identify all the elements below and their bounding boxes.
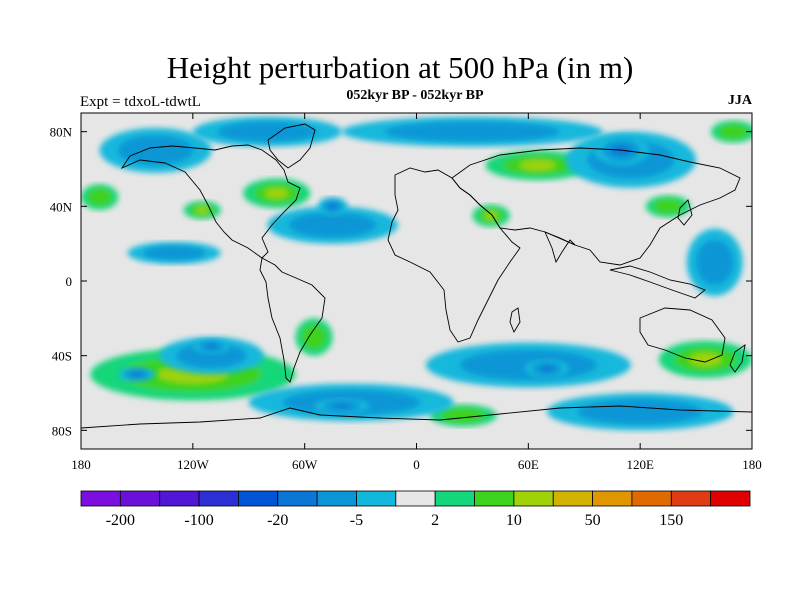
anomaly-high xyxy=(472,204,510,227)
colorbar-label: -5 xyxy=(350,512,363,529)
anomaly-low xyxy=(267,206,398,244)
colorbar-box xyxy=(159,490,200,507)
y-tick-label: 80S xyxy=(52,423,72,438)
colorbar-box xyxy=(80,490,121,507)
coastline-south-america xyxy=(259,257,326,383)
x-tick-label: 120E xyxy=(626,457,654,472)
anomaly-low xyxy=(686,228,743,296)
season-label: JJA xyxy=(727,93,752,108)
anomaly-high xyxy=(658,340,752,379)
coastline-japan xyxy=(677,199,693,226)
anomaly-low xyxy=(127,241,221,265)
anomaly-low xyxy=(118,366,156,382)
colorbar-label: -100 xyxy=(184,512,213,529)
anomaly-high xyxy=(711,120,752,143)
colorbar-box xyxy=(277,490,318,507)
colorbar-box xyxy=(592,490,633,507)
y-axis: 80N 40N 0 40S 80S xyxy=(50,125,752,438)
anomaly-low xyxy=(341,116,603,147)
anomaly-low xyxy=(99,127,212,173)
coastline-new-zealand xyxy=(729,344,746,373)
colorbar-box xyxy=(395,490,436,507)
anomaly-high xyxy=(645,195,691,218)
anomaly-low xyxy=(192,116,342,147)
colorbar-box xyxy=(474,490,515,507)
coastline-antarctica xyxy=(81,405,752,429)
y-tick-label: 80N xyxy=(50,125,73,140)
colorbar-box xyxy=(316,490,357,507)
x-tick-label: 180 xyxy=(71,457,91,472)
coastline-australia xyxy=(639,307,726,363)
anomaly-low xyxy=(313,398,370,414)
x-tick-label: 60E xyxy=(518,457,539,472)
colorbar-box xyxy=(670,490,712,507)
anomaly-high xyxy=(81,183,119,211)
anomaly-high xyxy=(183,200,221,220)
y-tick-label: 0 xyxy=(66,274,73,289)
anomaly-low xyxy=(192,338,231,354)
colorbar-box xyxy=(198,490,239,507)
x-tick-label: 0 xyxy=(413,457,420,472)
colorbar-box xyxy=(513,490,554,507)
x-tick-label: 180 xyxy=(742,457,762,472)
anomaly-high xyxy=(485,150,590,181)
y-tick-label: 40S xyxy=(52,349,72,364)
map-area xyxy=(80,112,753,450)
anomaly-low xyxy=(546,393,734,431)
colorbar-box xyxy=(710,490,751,507)
colorbar-box xyxy=(356,490,397,507)
plot-title: Height perturbation at 500 hPa (in m) xyxy=(166,50,634,85)
colorbar-box xyxy=(552,490,593,507)
anomaly-field xyxy=(81,116,752,431)
coastline-india xyxy=(544,231,576,264)
coastlines xyxy=(81,123,752,429)
anomaly-high xyxy=(295,318,333,356)
colorbar-box xyxy=(434,490,475,507)
coastline-se-asia xyxy=(609,265,706,299)
anomaly-high xyxy=(243,178,311,209)
coastline-madagascar xyxy=(509,307,521,334)
colorbar-box xyxy=(631,490,672,507)
colorbar-label: 150 xyxy=(659,512,683,529)
colorbar-label: 50 xyxy=(585,512,601,529)
experiment-label: Expt = tdxoL-tdwtL xyxy=(80,94,201,110)
colorbar-label: -20 xyxy=(267,512,288,529)
colorbar-label: 10 xyxy=(506,512,522,529)
colorbar-box xyxy=(238,490,279,507)
colorbar: -200 -100 -20 -5 2 10 50 150 xyxy=(80,490,751,529)
colorbar-label: -200 xyxy=(106,512,135,529)
anomaly-low xyxy=(159,337,264,375)
colorbar-label: 2 xyxy=(431,512,439,529)
coastline-north-america xyxy=(120,144,301,259)
x-tick-label: 120W xyxy=(177,457,210,472)
y-tick-label: 40N xyxy=(50,199,73,214)
coastline-asia xyxy=(451,147,741,266)
plot-subtitle: 052kyr BP - 052kyr BP xyxy=(346,88,484,103)
anomaly-low xyxy=(524,359,570,379)
x-tick-label: 60W xyxy=(292,457,318,472)
anomaly-low xyxy=(317,197,348,216)
anomaly-high xyxy=(429,404,497,427)
colorbar-box xyxy=(119,490,161,507)
x-axis: 180 120W 60W 0 60E 120E 180 xyxy=(71,113,762,472)
coastline-greenland xyxy=(267,123,316,169)
